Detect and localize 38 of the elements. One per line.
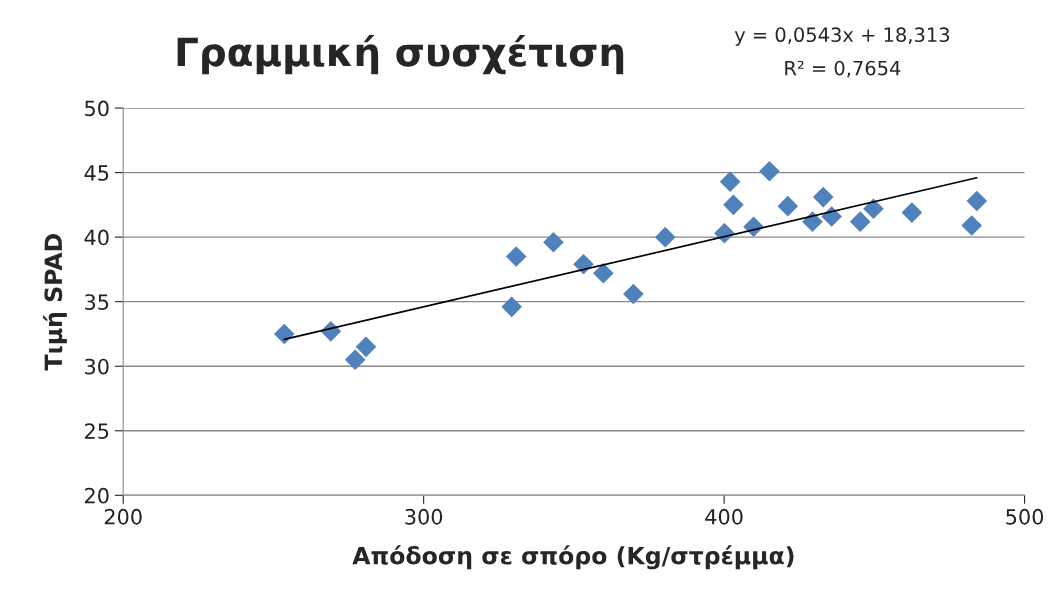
point — [849, 211, 871, 232]
point — [355, 336, 377, 358]
chart-title: Γραμμική συσχέτιση — [177, 35, 624, 75]
point — [593, 262, 614, 284]
y-axis-title: Τιμή SPAD — [43, 234, 67, 371]
x-tick-label: 400 — [705, 508, 743, 525]
y-tick-label: 50 — [85, 100, 109, 117]
point — [777, 195, 799, 217]
point — [723, 194, 744, 216]
point — [719, 171, 741, 192]
point — [273, 323, 295, 345]
point — [821, 206, 842, 227]
point — [623, 283, 644, 305]
y-tick-label: 25 — [85, 423, 109, 439]
point — [573, 253, 594, 275]
point — [863, 198, 884, 220]
y-tick-label: 45 — [84, 165, 109, 181]
point — [344, 349, 366, 371]
point — [802, 211, 823, 232]
point — [543, 232, 564, 253]
x-tick-label: 200 — [104, 508, 142, 525]
point — [966, 190, 988, 212]
point — [654, 226, 676, 248]
point — [759, 161, 780, 182]
x-tick-label: 300 — [405, 508, 443, 525]
point — [501, 296, 522, 318]
point — [505, 246, 527, 267]
point — [901, 202, 923, 223]
point — [812, 186, 834, 208]
y-tick-label: 40 — [84, 229, 109, 246]
text: y = 0,0543x + 18,313 — [734, 27, 950, 46]
x-tick-label: 500 — [1006, 508, 1044, 525]
y-tick-label: 35 — [85, 294, 109, 310]
x-axis-title: Απόδοση σε σπόρο (Kg/στρέμμα) — [352, 545, 794, 570]
y-tick-label: 30 — [85, 358, 109, 375]
y-tick-label: 20 — [85, 487, 109, 504]
text: R² = 0,7654 — [785, 60, 901, 78]
point — [961, 215, 982, 236]
